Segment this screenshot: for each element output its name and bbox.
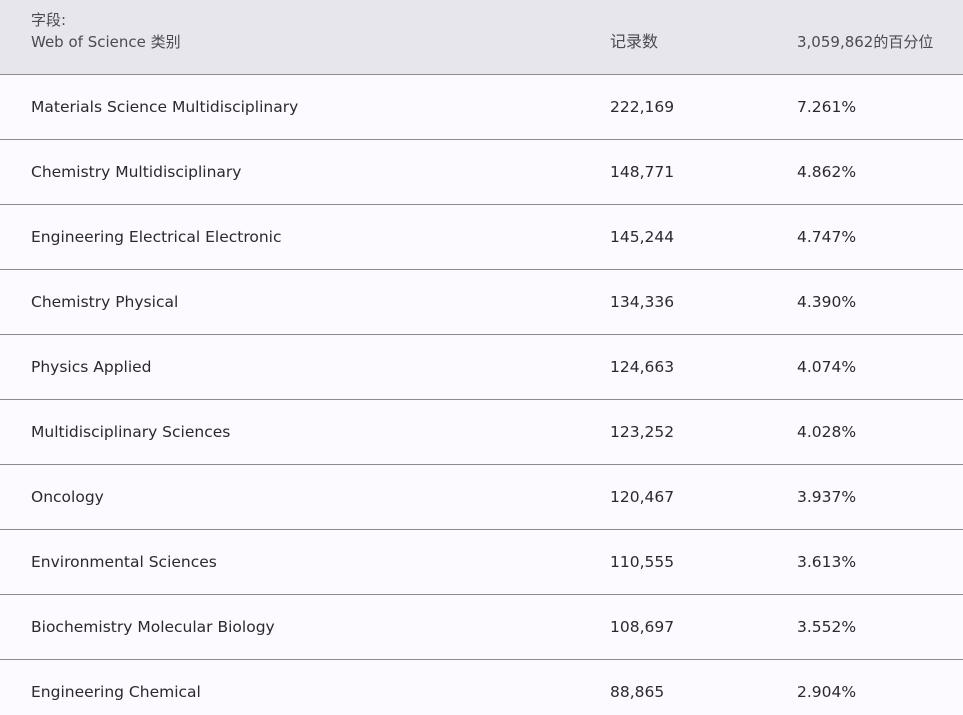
record-count-cell: 124,663 xyxy=(610,358,675,376)
table-row[interactable]: Engineering Electrical Electronic 145,24… xyxy=(0,205,963,270)
percent-cell: 3.552% xyxy=(797,618,857,636)
table-row[interactable]: Engineering Chemical 88,865 2.904% xyxy=(0,660,963,715)
percent-cell: 3.613% xyxy=(797,553,857,571)
record-count-cell: 120,467 xyxy=(610,488,675,506)
record-count-cell: 110,555 xyxy=(610,553,675,571)
category-cell[interactable]: Physics Applied xyxy=(31,358,152,376)
table-row[interactable]: Environmental Sciences 110,555 3.613% xyxy=(0,530,963,595)
category-cell[interactable]: Environmental Sciences xyxy=(31,553,217,571)
table-row[interactable]: Materials Science Multidisciplinary 222,… xyxy=(0,75,963,140)
category-cell[interactable]: Biochemistry Molecular Biology xyxy=(31,618,275,636)
table-row[interactable]: Biochemistry Molecular Biology 108,697 3… xyxy=(0,595,963,660)
percent-column-header[interactable]: 3,059,862的百分位 xyxy=(797,33,934,51)
field-label: 字段: xyxy=(31,11,67,29)
category-cell[interactable]: Oncology xyxy=(31,488,104,506)
table-row[interactable]: Physics Applied 124,663 4.074% xyxy=(0,335,963,400)
percent-cell: 7.261% xyxy=(797,98,857,116)
percent-cell: 4.862% xyxy=(797,163,857,181)
table-row[interactable]: Chemistry Physical 134,336 4.390% xyxy=(0,270,963,335)
category-cell[interactable]: Engineering Chemical xyxy=(31,683,201,701)
category-cell[interactable]: Engineering Electrical Electronic xyxy=(31,228,282,246)
category-cell[interactable]: Materials Science Multidisciplinary xyxy=(31,98,299,116)
percent-cell: 3.937% xyxy=(797,488,857,506)
category-column-label: Web of Science 类别 xyxy=(31,33,181,51)
record-count-column-header[interactable]: 记录数 xyxy=(610,32,659,51)
record-count-cell: 145,244 xyxy=(610,228,675,246)
percent-cell: 4.747% xyxy=(797,228,857,246)
table-row[interactable]: Multidisciplinary Sciences 123,252 4.028… xyxy=(0,400,963,465)
percent-cell: 4.390% xyxy=(797,293,857,311)
percent-cell: 2.904% xyxy=(797,683,857,701)
record-count-cell: 134,336 xyxy=(610,293,675,311)
record-count-cell: 222,169 xyxy=(610,98,675,116)
record-count-cell: 123,252 xyxy=(610,423,675,441)
table-row[interactable]: Oncology 120,467 3.937% xyxy=(0,465,963,530)
percent-cell: 4.028% xyxy=(797,423,857,441)
record-count-cell: 108,697 xyxy=(610,618,675,636)
record-count-cell: 88,865 xyxy=(610,683,665,701)
category-cell[interactable]: Chemistry Multidisciplinary xyxy=(31,163,242,181)
category-cell[interactable]: Chemistry Physical xyxy=(31,293,179,311)
record-count-cell: 148,771 xyxy=(610,163,675,181)
table-row[interactable]: Chemistry Multidisciplinary 148,771 4.86… xyxy=(0,140,963,205)
table-body: Materials Science Multidisciplinary 222,… xyxy=(0,75,963,715)
table-header: 字段: Web of Science 类别 记录数 3,059,862的百分位 xyxy=(0,0,963,75)
percent-cell: 4.074% xyxy=(797,358,857,376)
field-column-header[interactable]: 字段: Web of Science 类别 xyxy=(31,9,181,53)
category-cell[interactable]: Multidisciplinary Sciences xyxy=(31,423,231,441)
